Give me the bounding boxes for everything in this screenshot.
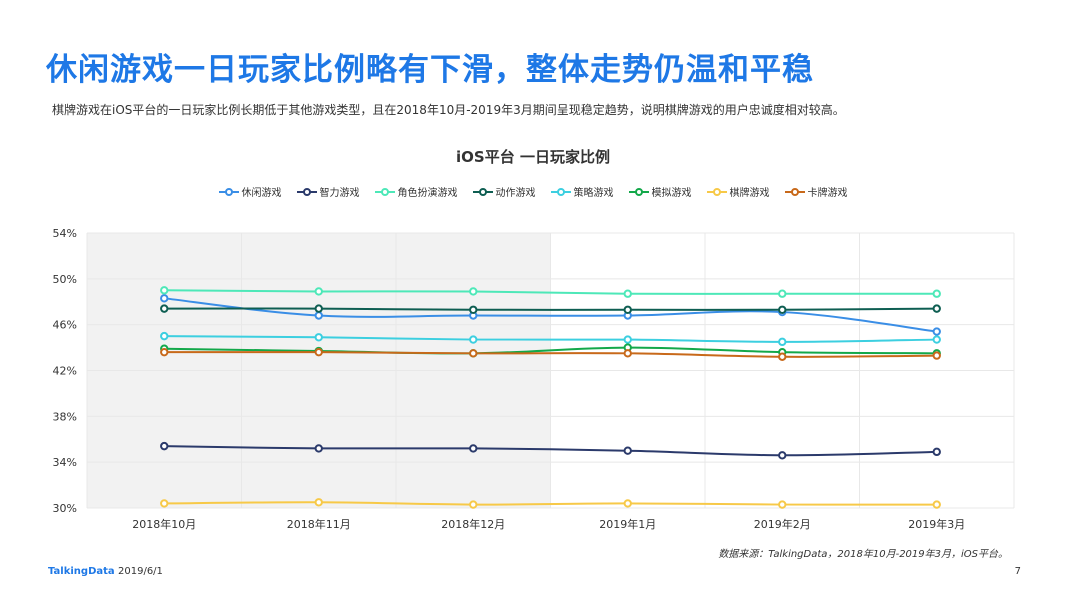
- y-tick-label: 50%: [53, 273, 77, 286]
- series-line: [164, 335, 937, 343]
- legend-swatch: [550, 187, 571, 196]
- x-tick-label: 2018年11月: [287, 517, 351, 531]
- legend-label: 角色扮演游戏: [397, 188, 458, 199]
- legend-swatch: [784, 187, 805, 196]
- legend-label: 智力游戏: [319, 188, 360, 199]
- series-line: [164, 297, 937, 333]
- data-point: [160, 441, 169, 451]
- legend-label: 棋牌游戏: [729, 188, 770, 199]
- legend-swatch: [218, 187, 239, 196]
- data-point: [314, 347, 323, 357]
- data-point: [623, 305, 632, 314]
- data-point: [932, 351, 941, 360]
- data-point: [623, 499, 632, 508]
- data-point: [314, 498, 323, 507]
- legend-item: 模拟游戏: [628, 184, 692, 199]
- data-point: [469, 349, 478, 358]
- data-point: [778, 500, 787, 509]
- legend-label: 策略游戏: [573, 188, 614, 199]
- data-point: [932, 289, 941, 298]
- x-tick-label: 2019年2月: [754, 517, 811, 531]
- legend-item: 动作游戏: [472, 184, 536, 199]
- data-point: [778, 451, 787, 460]
- legend-label: 动作游戏: [495, 188, 536, 199]
- data-point: [932, 447, 941, 457]
- y-tick-label: 38%: [53, 410, 77, 423]
- data-point: [469, 444, 478, 453]
- legend-swatch: [296, 187, 317, 196]
- data-point: [778, 289, 787, 298]
- page-number: 7: [1014, 566, 1021, 577]
- series-line: [164, 307, 937, 311]
- data-point: [469, 500, 478, 509]
- data-point: [623, 349, 632, 358]
- legend-swatch: [374, 187, 395, 196]
- y-tick-label: 34%: [53, 456, 77, 469]
- legend-swatch: [628, 187, 649, 196]
- data-point: [623, 335, 632, 344]
- data-point: [160, 347, 169, 357]
- legend-item: 策略游戏: [550, 184, 614, 199]
- series-line: [164, 501, 937, 506]
- chart-title: iOS平台 一日玩家比例: [456, 148, 610, 166]
- data-point: [314, 311, 323, 320]
- data-point: [160, 499, 169, 508]
- data-point: [778, 305, 787, 314]
- data-source-note: 数据来源：TalkingData，2018年10月-2019年3月，iOS平台。: [718, 549, 1008, 560]
- legend-label: 模拟游戏: [651, 188, 692, 199]
- x-tick-label: 2019年3月: [908, 517, 965, 531]
- legend-item: 棋牌游戏: [706, 184, 770, 199]
- data-point: [469, 305, 478, 314]
- series-line: [164, 289, 937, 295]
- data-point: [932, 500, 941, 509]
- data-point: [778, 337, 787, 347]
- legend-item: 角色扮演游戏: [374, 184, 458, 199]
- data-point: [469, 335, 478, 344]
- legend-label: 卡牌游戏: [807, 188, 848, 199]
- data-point: [160, 331, 169, 341]
- data-point: [314, 287, 323, 296]
- brand-logo: TalkingData: [48, 566, 115, 577]
- data-point: [778, 352, 787, 361]
- chart-legend: 休闲游戏 智力游戏 角色扮演游戏 动作游戏 策略游戏 模拟游戏 棋牌游戏 卡牌游戏: [0, 184, 1066, 199]
- legend-item: 卡牌游戏: [784, 184, 848, 199]
- data-point: [469, 287, 478, 296]
- data-point: [932, 304, 941, 313]
- x-tick-label: 2018年12月: [441, 517, 505, 531]
- y-tick-label: 42%: [53, 365, 77, 378]
- legend-label: 休闲游戏: [241, 188, 282, 199]
- series-line: [164, 346, 937, 355]
- page-title: 休闲游戏一日玩家比例略有下滑，整体走势仍温和平稳: [46, 52, 814, 88]
- data-point: [160, 304, 169, 313]
- data-point: [932, 327, 941, 336]
- page-subtitle: 棋牌游戏在iOS平台的一日玩家比例长期低于其他游戏类型，且在2018年10月-2…: [52, 103, 845, 117]
- x-tick-label: 2019年1月: [599, 517, 656, 531]
- report-date: 2019/6/1: [118, 566, 163, 577]
- series-line: [164, 445, 937, 457]
- series-line: [164, 351, 937, 358]
- data-point: [314, 333, 323, 342]
- y-tick-label: 54%: [53, 227, 77, 240]
- legend-item: 休闲游戏: [218, 184, 282, 199]
- data-point: [314, 444, 323, 453]
- data-point: [623, 446, 632, 455]
- data-point: [160, 294, 169, 303]
- data-point: [160, 286, 169, 295]
- y-tick-label: 46%: [53, 319, 77, 332]
- data-point: [932, 335, 941, 344]
- legend-swatch: [706, 187, 727, 196]
- data-point: [623, 289, 632, 298]
- y-tick-label: 30%: [53, 502, 77, 515]
- legend-item: 智力游戏: [296, 184, 360, 199]
- legend-swatch: [472, 187, 493, 196]
- data-point: [314, 304, 323, 313]
- x-tick-label: 2018年10月: [132, 517, 196, 531]
